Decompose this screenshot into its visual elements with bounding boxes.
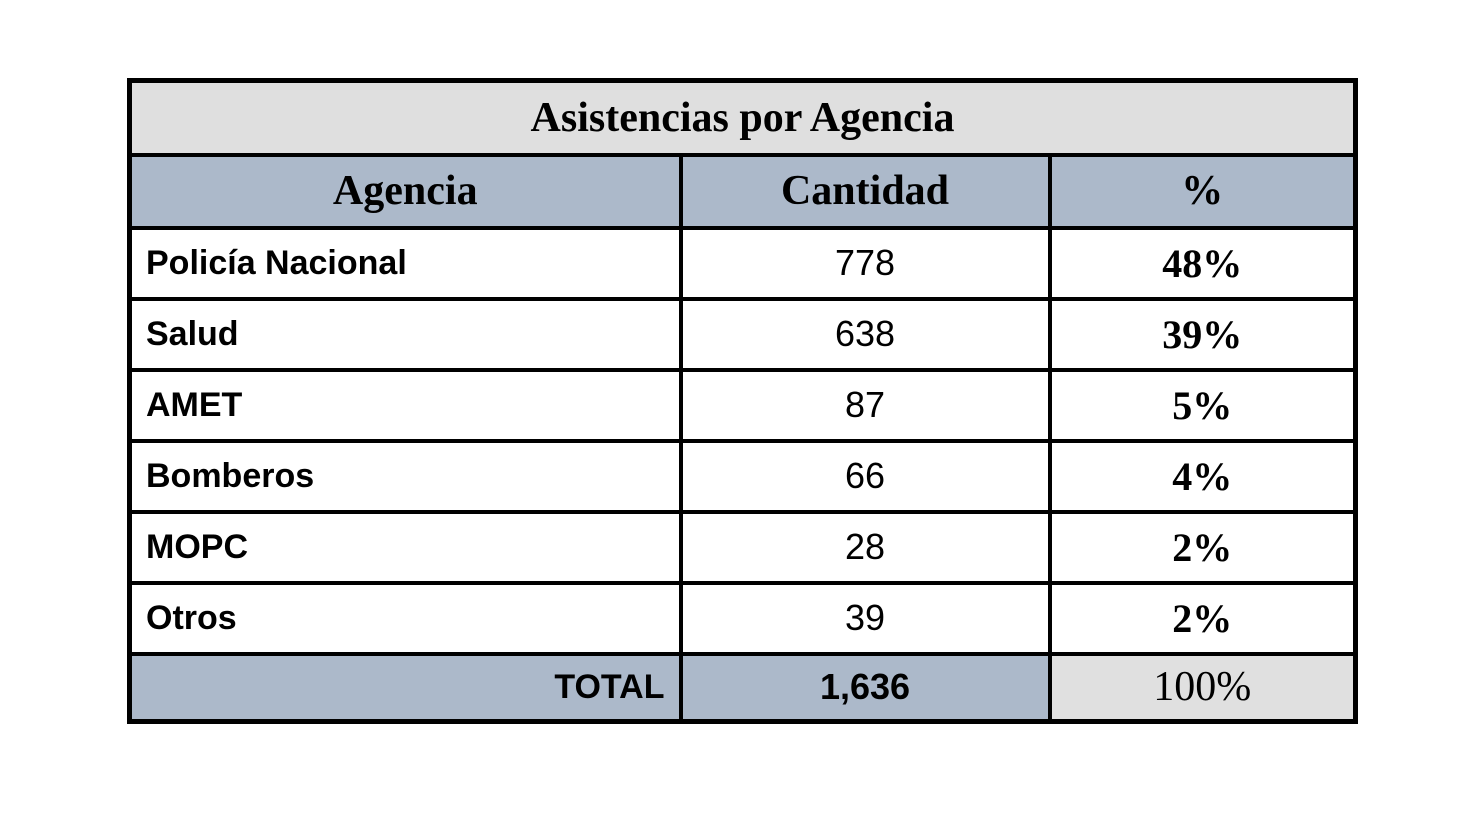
table-header-row: Agencia Cantidad % [127, 152, 1358, 230]
table-row: Salud 638 39% [127, 296, 1358, 372]
percent-cell: 2% [1047, 580, 1358, 656]
total-quantity: 1,636 [678, 651, 1052, 724]
percent-cell: 39% [1047, 296, 1358, 372]
percent-cell: 4% [1047, 438, 1358, 514]
table-total-row: TOTAL 1,636 100% [127, 651, 1358, 724]
table-row: MOPC 28 2% [127, 509, 1358, 585]
quantity-cell: 28 [678, 509, 1052, 585]
quantity-cell: 87 [678, 367, 1052, 443]
percent-cell: 5% [1047, 367, 1358, 443]
agency-cell: Policía Nacional [127, 225, 683, 301]
agency-cell: Salud [127, 296, 683, 372]
quantity-cell: 778 [678, 225, 1052, 301]
assistance-by-agency-table: Asistencias por Agencia Agencia Cantidad… [127, 78, 1358, 724]
total-percent: 100% [1047, 651, 1358, 724]
column-header-cantidad: Cantidad [678, 152, 1052, 230]
agency-cell: Bomberos [127, 438, 683, 514]
total-label: TOTAL [127, 651, 683, 724]
quantity-cell: 638 [678, 296, 1052, 372]
table-row: Bomberos 66 4% [127, 438, 1358, 514]
table-title: Asistencias por Agencia [127, 78, 1358, 157]
table-row: Otros 39 2% [127, 580, 1358, 656]
percent-cell: 2% [1047, 509, 1358, 585]
table-title-row: Asistencias por Agencia [127, 78, 1358, 157]
table-row: Policía Nacional 778 48% [127, 225, 1358, 301]
agency-cell: AMET [127, 367, 683, 443]
column-header-agencia: Agencia [127, 152, 683, 230]
percent-cell: 48% [1047, 225, 1358, 301]
table-row: AMET 87 5% [127, 367, 1358, 443]
agency-cell: Otros [127, 580, 683, 656]
agency-cell: MOPC [127, 509, 683, 585]
quantity-cell: 66 [678, 438, 1052, 514]
column-header-percent: % [1047, 152, 1358, 230]
quantity-cell: 39 [678, 580, 1052, 656]
